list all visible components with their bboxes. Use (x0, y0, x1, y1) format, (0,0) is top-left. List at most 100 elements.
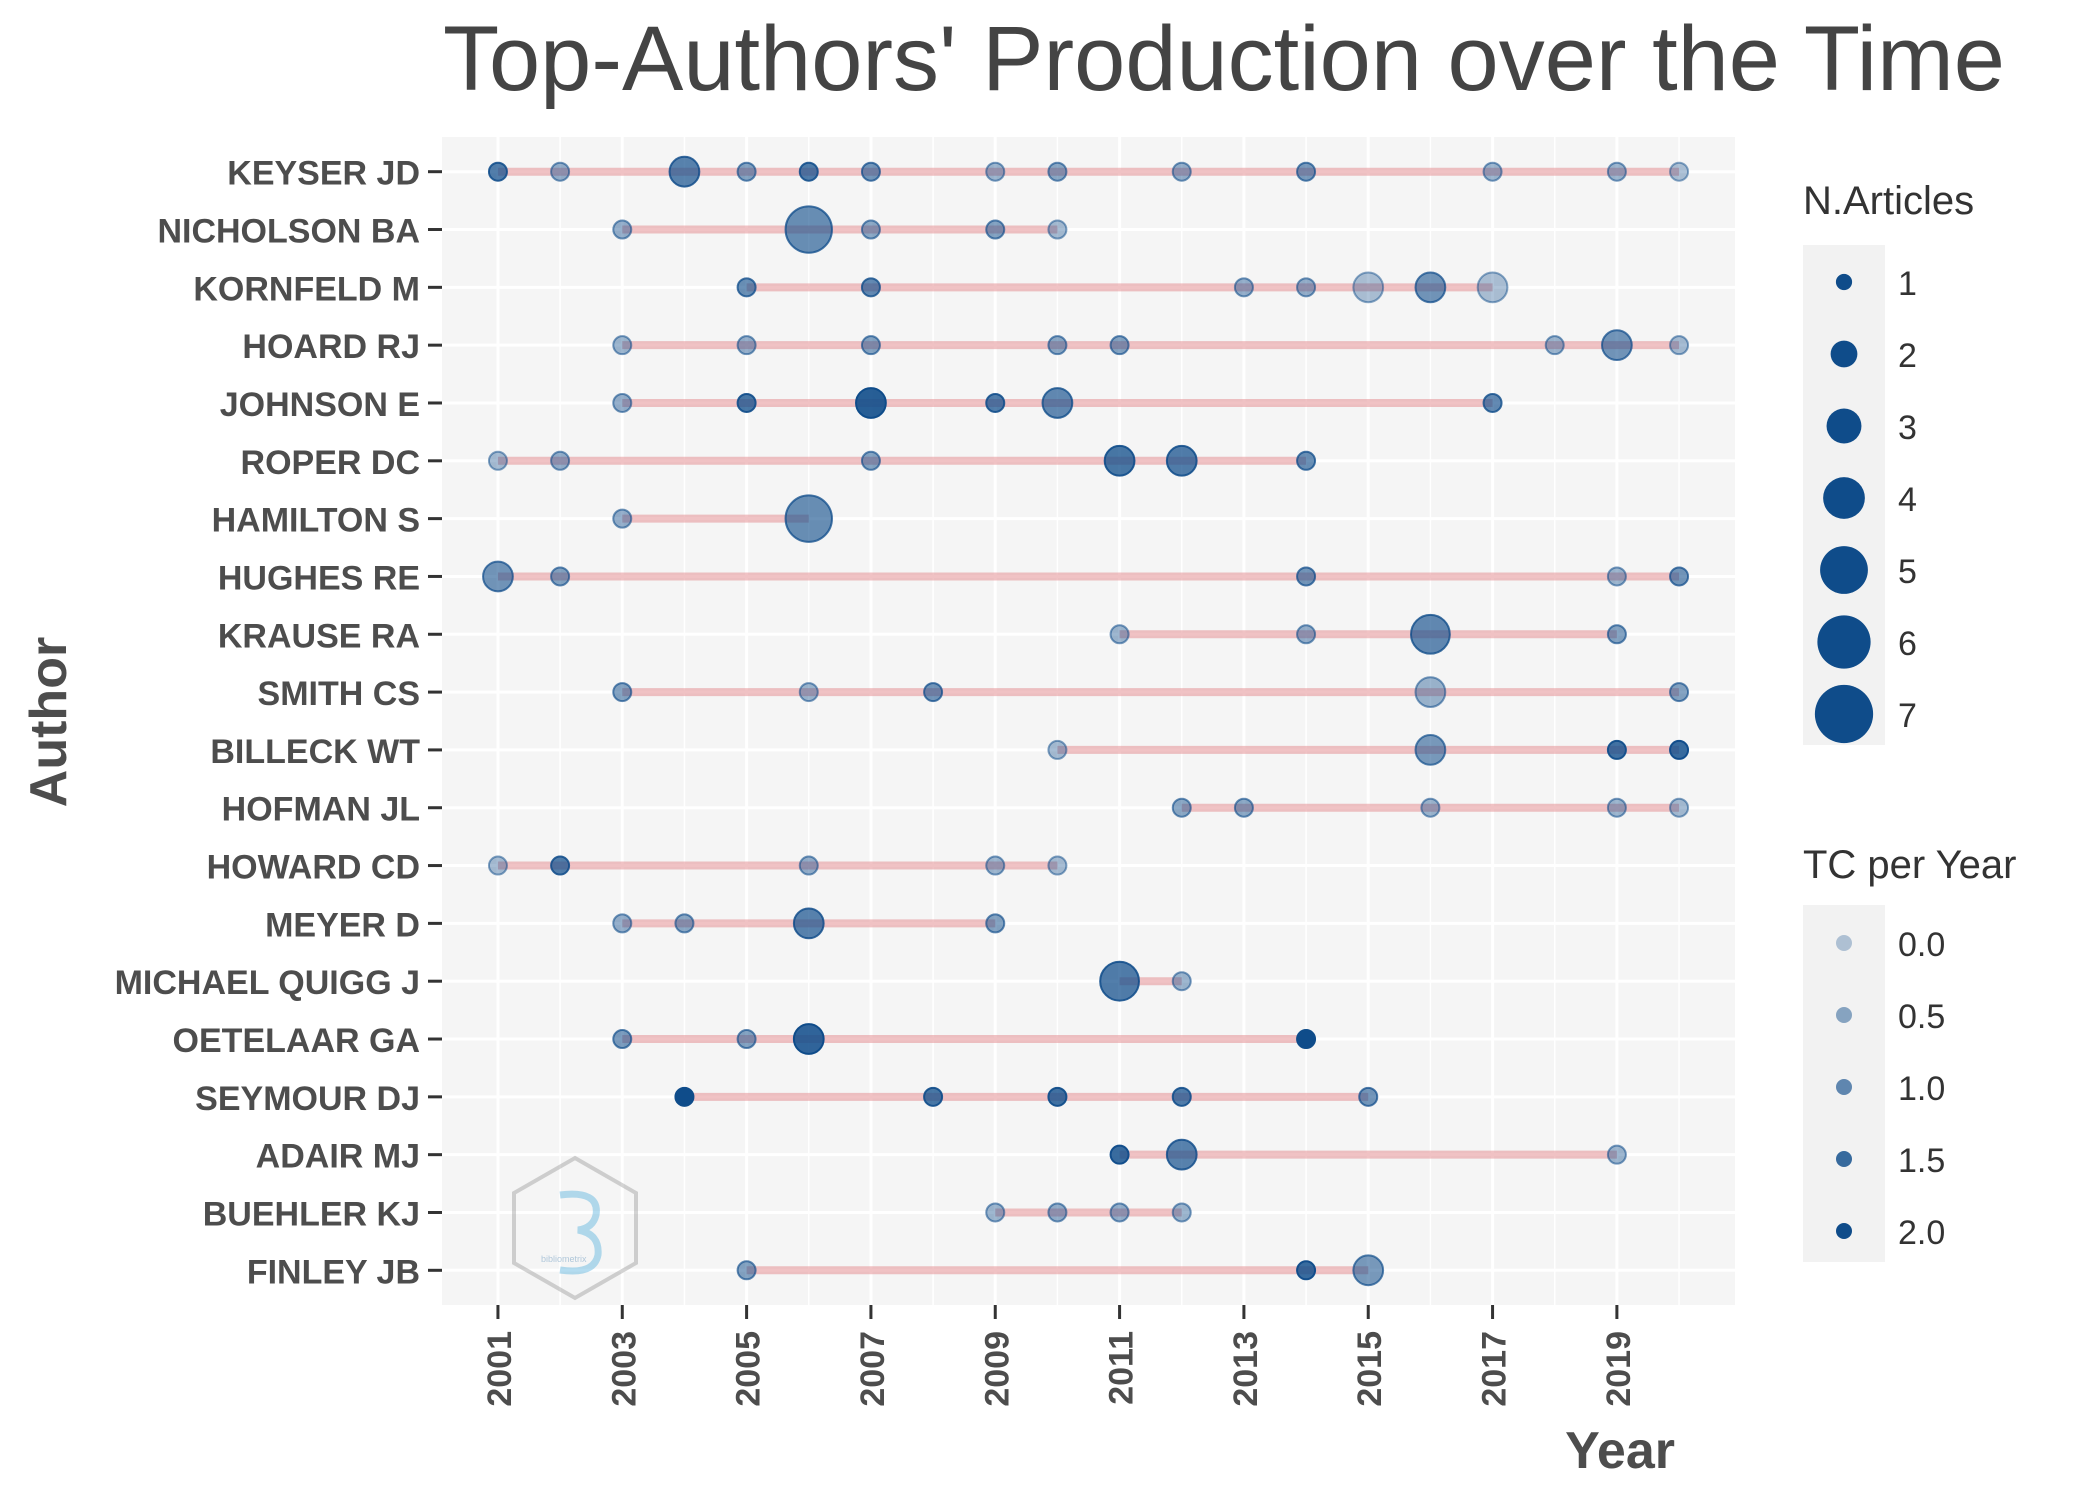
data-point (1476, 271, 1509, 304)
data-point (985, 392, 1006, 413)
legend-tc-key (1836, 1079, 1852, 1095)
data-point (1669, 797, 1690, 818)
bibliometrix-logo-icon (559, 1190, 602, 1275)
x-tick-label: 2015 (1351, 1331, 1389, 1407)
data-point (1047, 1202, 1068, 1223)
data-point (1296, 1260, 1317, 1281)
data-point (1669, 739, 1690, 760)
data-point (1606, 161, 1627, 182)
data-point (1482, 161, 1503, 182)
data-point (985, 161, 1006, 182)
data-point (1296, 450, 1317, 471)
data-point (1414, 734, 1447, 766)
data-points (482, 155, 1690, 1287)
data-point (736, 1029, 757, 1050)
legend-n-articles-key (1835, 273, 1853, 291)
data-point (487, 161, 508, 182)
legend-n-articles-key (1826, 408, 1862, 444)
x-tick-label: 2005 (730, 1331, 768, 1407)
data-point (1296, 624, 1317, 645)
data-point (612, 219, 633, 240)
data-point (1047, 161, 1068, 182)
x-tick-label: 2019 (1600, 1331, 1638, 1407)
data-point (1171, 1086, 1192, 1107)
legend-tc-label: 1.0 (1898, 1070, 1945, 1108)
data-point (1669, 566, 1690, 587)
data-point (1669, 682, 1690, 703)
data-point (1358, 1086, 1379, 1107)
y-tick-label: ROPER DC (241, 444, 420, 482)
data-point (482, 560, 514, 593)
data-point (736, 277, 757, 298)
legend-n-articles-label: 1 (1898, 265, 1917, 303)
data-point (1047, 219, 1068, 240)
legend-n-articles-label: 2 (1898, 337, 1917, 375)
data-point (1109, 624, 1130, 645)
data-point (1606, 566, 1627, 587)
data-point (550, 450, 571, 471)
data-point (550, 855, 571, 876)
data-point (612, 335, 633, 356)
data-point (1047, 335, 1068, 356)
legend-n-articles-label: 5 (1898, 553, 1917, 591)
data-point (985, 1202, 1006, 1223)
data-point (985, 219, 1006, 240)
data-point (612, 508, 633, 529)
data-point (612, 913, 633, 934)
data-point (792, 907, 825, 940)
data-point (674, 1086, 695, 1107)
legend-tc-title: TC per Year (1803, 843, 2016, 887)
legend-n-articles-label: 3 (1898, 409, 1917, 447)
data-point (736, 392, 757, 413)
data-point (1109, 335, 1130, 356)
plot-panel (442, 137, 1735, 1305)
data-point (612, 392, 633, 413)
data-point (1047, 1086, 1068, 1107)
data-point (487, 450, 508, 471)
data-point (736, 1260, 757, 1281)
data-point (1544, 335, 1565, 356)
data-point (674, 913, 695, 934)
data-point (1109, 1144, 1130, 1165)
y-tick-label: SEYMOUR DJ (195, 1080, 420, 1118)
data-point (612, 682, 633, 703)
data-point (923, 1086, 944, 1107)
legend-tc-per-year: TC per Year 0.0 0.5 1.0 1.5 2.0 (1803, 843, 2016, 1262)
legend-n-articles-label: 6 (1898, 625, 1917, 663)
data-point (1414, 676, 1447, 708)
y-tick-label: ADAIR MJ (256, 1138, 420, 1176)
data-point (736, 161, 757, 182)
data-point (550, 161, 571, 182)
data-point (1099, 960, 1140, 1002)
data-point (855, 387, 887, 419)
data-point (1420, 797, 1441, 818)
data-point (1047, 855, 1068, 876)
y-tick-label: OETELAAR GA (173, 1022, 420, 1060)
data-point (1414, 271, 1447, 304)
y-tick-label: HAMILTON S (212, 502, 420, 540)
data-point (550, 566, 571, 587)
data-point (1606, 797, 1627, 818)
legend-tc-label: 0.0 (1898, 926, 1945, 964)
data-point (860, 450, 881, 471)
data-point (1296, 1029, 1317, 1050)
data-point (923, 682, 944, 703)
data-point (736, 335, 757, 356)
data-point (1041, 387, 1074, 419)
data-point (612, 1029, 633, 1050)
x-axis: 2001 2003 2005 2007 2009 2011 2013 2015 2017 2019 (481, 1305, 1638, 1407)
data-point (1669, 161, 1690, 182)
data-point (1669, 335, 1690, 356)
data-point (798, 161, 819, 182)
watermark-text: bibliometrix (541, 1254, 587, 1264)
legend-n-articles-label: 4 (1898, 481, 1917, 519)
data-point (1233, 797, 1254, 818)
data-point (1171, 1202, 1192, 1223)
legend-tc-key (1836, 1223, 1852, 1239)
data-point (860, 277, 881, 298)
chart-title: Top-Authors' Production over the Time (443, 8, 2005, 110)
data-point (1171, 797, 1192, 818)
legend-n-articles-title: N.Articles (1803, 179, 1974, 223)
y-tick-label: HUGHES RE (218, 559, 420, 597)
legend-n-articles-label: 7 (1898, 697, 1917, 735)
